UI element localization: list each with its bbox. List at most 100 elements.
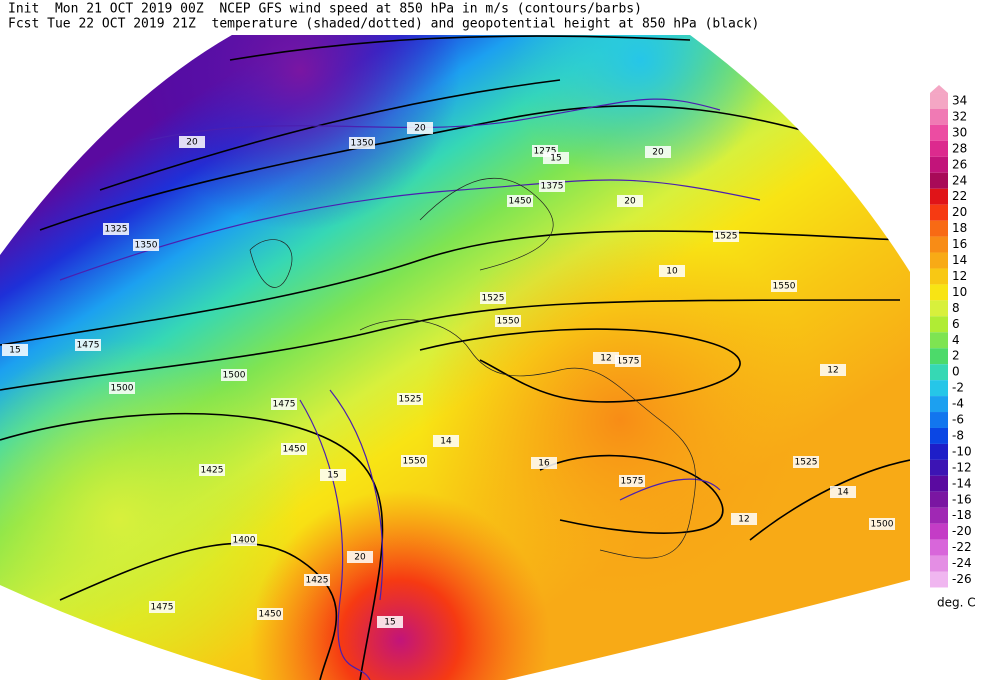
colorbar-box [930,396,948,413]
colorbar-box [930,364,948,381]
contour-label-bg [407,122,433,134]
colorbar-box [930,156,948,173]
contour-label-bg [619,475,645,487]
contour-label: 20 [354,553,366,563]
colorbar-box [930,412,948,428]
contour-label: 1575 [617,357,640,367]
height-contours [0,35,910,680]
contour-label: 1550 [497,317,520,327]
colorbar-box [930,507,948,524]
contour-label-bg [257,608,283,620]
contour-label: 10 [666,267,678,277]
colorbar-label: 28 [952,141,967,155]
colorbar-label: -10 [952,444,972,458]
colorbar-box [930,380,948,397]
contour-label: 12 [600,354,611,364]
colorbar-label: -6 [952,413,964,427]
contour-label: 12 [827,366,838,376]
contour-label: 14 [440,437,452,447]
contour-label-bg [133,239,159,251]
colorbar-box [930,571,948,588]
contour-label: 1500 [223,371,246,381]
contour-label: 1325 [105,225,128,235]
contour-label-bg [347,551,373,563]
contour-label-bg [793,456,819,468]
contour-label-bg [771,280,797,292]
contour-label: 20 [414,124,426,134]
contour-label: 1450 [283,445,306,455]
colorbar-box [930,108,948,125]
contour-label: 20 [624,197,636,207]
contour-label-bg [377,616,403,628]
colorbar-box [930,443,948,460]
contour-label: 1475 [273,400,296,410]
colorbar-box [930,220,948,237]
contour-label-bg [820,364,846,376]
colorbar-label: -8 [952,428,964,442]
colorbar-label: 4 [952,333,960,347]
contour-label-bg [645,146,671,158]
contour-label: 1375 [541,182,564,192]
contour-label: 1500 [871,520,894,530]
contour-label: 1550 [773,282,796,292]
colorbar-label: 18 [952,221,967,235]
contour-label: 15 [327,471,338,481]
colorbar-label: -12 [952,460,972,474]
contour-label-bg [593,352,619,364]
contour-label-bg [869,518,895,530]
contour-label: 1525 [482,294,505,304]
colorbar-box [930,236,948,253]
contour-label: 1475 [151,603,174,613]
colorbar-box [930,332,948,349]
contour-label: 1575 [621,477,644,487]
contour-label: 1275 [534,147,557,157]
contour-label: 1525 [399,395,422,405]
colorbar-box [930,252,948,269]
colorbar-box [930,539,948,556]
colorbar-box [930,124,948,141]
contour-label-bg [659,265,685,277]
contour-label-bg [731,513,757,525]
colorbar-box [930,348,948,365]
contour-label: 1450 [259,610,282,620]
contour-label-bg [433,435,459,447]
contour-label-bg [304,574,330,586]
colorbar-label: -14 [952,476,972,490]
colorbar-label: 10 [952,285,967,299]
contour-label-bg [507,195,533,207]
colorbar-label: -2 [952,381,964,395]
map-area: 1525 1550 1575 1525 1500 1550 1525 1525 1550 1575… [0,35,910,680]
contour-label: 12 [738,515,749,525]
colorbar-box [930,140,948,157]
contour-label-bg [199,464,225,476]
contour-label: 14 [837,488,849,498]
contour-label: 15 [550,154,561,164]
colorbar-label: 2 [952,349,960,363]
contour-label: 1425 [201,466,224,476]
contour-label: 20 [186,138,198,148]
temperature-shading [0,35,910,680]
colorbar-label: 16 [952,237,967,251]
contour-label: 1500 [111,384,134,394]
contour-label-bg [615,355,641,367]
colorbar-label: -20 [952,524,972,538]
colorbar-box [930,93,948,109]
contour-label: 20 [652,148,664,158]
contour-label-bg [397,393,423,405]
contour-label: 1400 [233,536,256,546]
colorbar-label: -26 [952,572,972,586]
contour-label: 15 [9,346,20,356]
contour-label-bg [320,469,346,481]
contour-label-bg [221,369,247,381]
colorbar-label: 26 [952,157,967,171]
colorbar-label: -16 [952,492,972,506]
colorbar-box [930,427,948,444]
contour-label: 1350 [351,139,374,149]
colorbar-label: 14 [952,253,967,267]
contour-label: 15 [384,618,395,628]
contour-label-bg [543,152,569,164]
contour-label-bg [531,457,557,469]
colorbar-box [930,459,948,476]
colorbar-label: 0 [952,365,960,379]
